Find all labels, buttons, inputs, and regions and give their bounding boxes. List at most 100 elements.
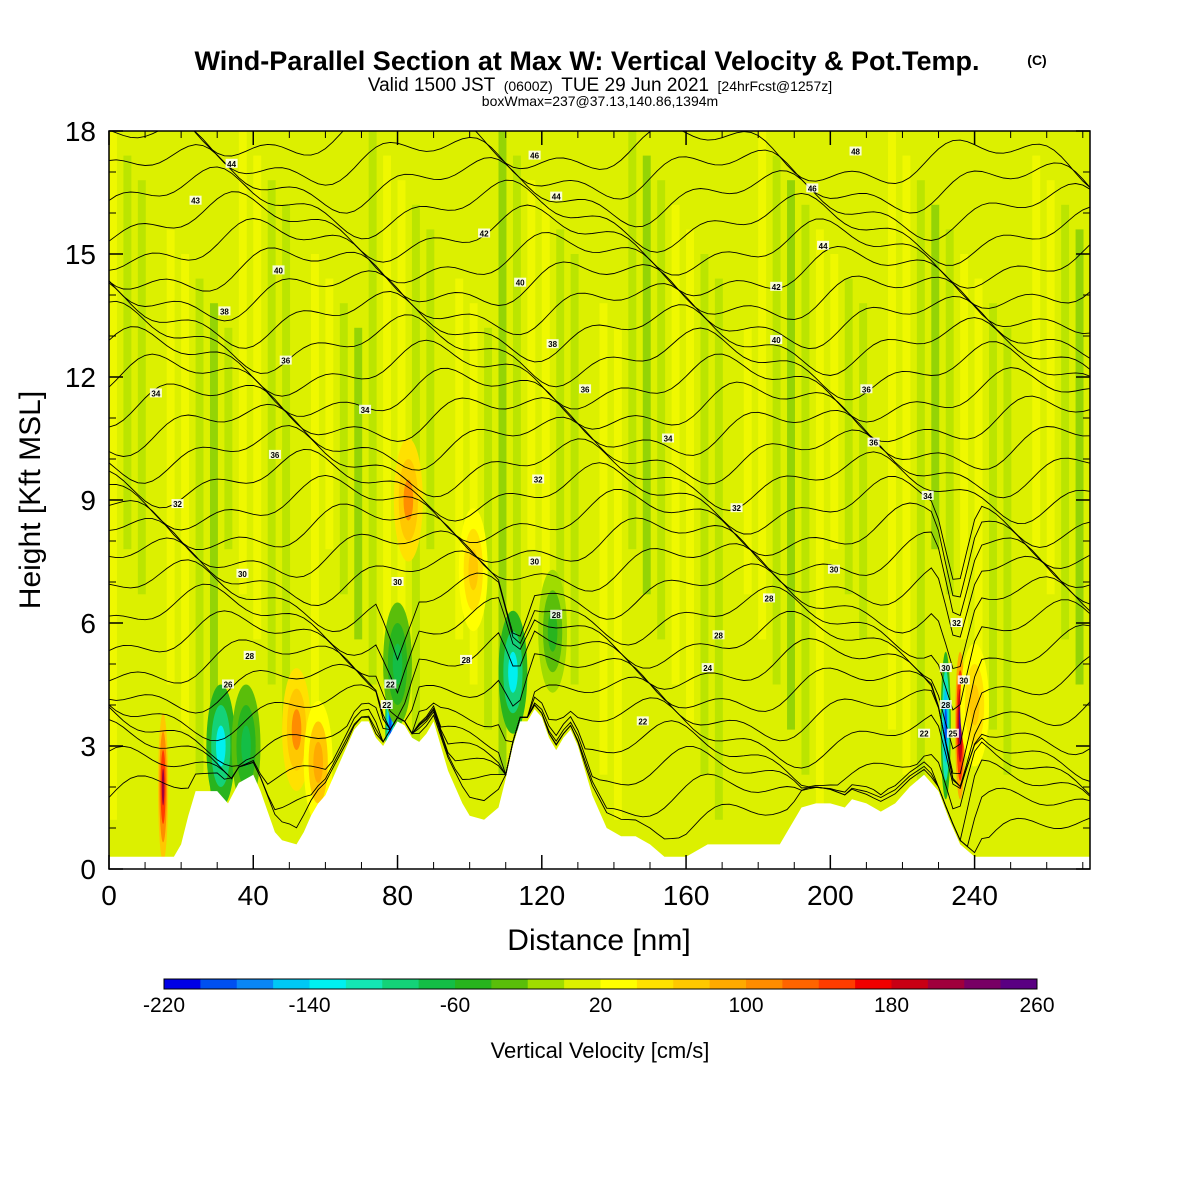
theta-contour (109, 500, 1090, 617)
theta-label: 32 (950, 618, 963, 628)
theta-label-bg (918, 728, 931, 738)
theta-label: 40 (514, 277, 527, 288)
y-tick-label: 3 (80, 731, 96, 762)
colorbar-swatch (891, 979, 929, 989)
theta-label-bg (218, 306, 231, 316)
theta-label: 22 (918, 728, 931, 739)
theta-label: 32 (532, 474, 545, 485)
velocity-streak (974, 278, 983, 685)
colorbar-tick-label: 180 (874, 994, 909, 1017)
colorbar-swatch (709, 979, 747, 989)
colorbar-swatch (236, 979, 274, 989)
theta-label-text: 48 (851, 148, 860, 157)
theta-label: 28 (243, 650, 256, 661)
theta-label-text: 22 (920, 730, 929, 739)
velocity-streak (873, 327, 882, 685)
theta-label: 36 (867, 437, 880, 448)
theta-label-bg (730, 503, 743, 513)
theta-label-text: 28 (714, 631, 723, 640)
theta-label-text: 46 (808, 184, 817, 193)
colorbar-tick-label: 100 (728, 994, 763, 1017)
theta-label-text: 30 (238, 570, 247, 579)
velocity-streak (1075, 229, 1084, 685)
theta-label-bg (636, 716, 649, 726)
theta-label-text: 32 (732, 504, 741, 513)
theta-label: 30 (939, 663, 952, 673)
theta-label-text: 30 (941, 664, 950, 673)
theta-label: 30 (528, 556, 541, 567)
colorbar-swatch (491, 979, 529, 989)
theta-label: 22 (636, 716, 649, 726)
velocity-streak (224, 327, 233, 550)
colorbar-swatch (200, 979, 238, 989)
theta-contour (109, 639, 1090, 788)
theta-label-text: 34 (923, 492, 932, 501)
y-tick-label: 9 (80, 485, 96, 516)
theta-label: 34 (921, 490, 934, 501)
velocity-streak (383, 155, 392, 730)
theta-label-text: 25 (948, 730, 957, 739)
theta-label-text: 36 (581, 385, 590, 394)
theta-label-bg (189, 195, 202, 205)
theta-contour (109, 663, 1090, 788)
velocity-streak (844, 278, 853, 595)
theta-label: 36 (860, 384, 873, 394)
theta-label-text: 28 (462, 656, 471, 665)
theta-label: 34 (359, 404, 372, 415)
x-tick-label: 120 (518, 880, 565, 911)
colorbar-swatch (673, 979, 711, 989)
theta-label-text: 28 (941, 701, 950, 710)
chart-subtitle: Valid 1500 JST (0600Z) TUE 29 Jun 2021 [… (368, 75, 832, 96)
colorbar-swatch (746, 979, 783, 989)
velocity-streak (758, 131, 767, 640)
theta-label-text: 32 (534, 476, 543, 485)
colorbar-tick-label: -60 (440, 994, 470, 1017)
theta-label-bg (528, 556, 541, 566)
colorbar-swatch (455, 979, 492, 989)
velocity-streak (498, 131, 507, 775)
theta-label-text: 36 (862, 385, 871, 394)
theta-label-text: 28 (245, 652, 254, 661)
valid-utc: (0600Z) (504, 78, 553, 94)
velocity-streak (916, 180, 925, 820)
theta-label-bg (770, 281, 783, 291)
theta-contour (109, 300, 1090, 401)
theta-label: 36 (268, 449, 281, 460)
colorbar-swatch (1000, 979, 1038, 989)
y-tick-label: 15 (65, 239, 96, 270)
velocity-streak (642, 155, 651, 595)
theta-label-bg (806, 183, 819, 193)
theta-label-text: 22 (386, 681, 395, 690)
colorbar: -220 -140 -60 20 100 180 260 (143, 978, 1055, 1017)
colorbar-swatch (782, 979, 820, 989)
velocity-streak (282, 204, 291, 730)
theta-label-bg (171, 499, 184, 509)
theta-label: 40 (272, 265, 285, 275)
velocity-streak (556, 229, 565, 640)
valid-time: Valid 1500 JST (368, 75, 496, 96)
theta-label: 22 (384, 679, 397, 690)
theta-contour (109, 166, 1090, 266)
theta-label: 38 (546, 339, 559, 349)
velocity-streak (339, 303, 348, 595)
theta-label-text: 44 (552, 193, 561, 202)
theta-label-bg (225, 158, 238, 168)
theta-label-bg (770, 335, 783, 345)
theta-contour-labels: 44 46 48 43 44 46 42 44 40 40 42 38 38 40 36 34 34 36 36 34… (149, 146, 970, 739)
velocity-feature (969, 684, 980, 726)
theta-label-bg (514, 277, 527, 287)
valid-date: TUE 29 Jun 2021 (561, 75, 709, 96)
theta-label-bg (236, 568, 249, 578)
theta-label: 26 (222, 679, 235, 690)
velocity-streak (238, 131, 247, 595)
theta-contour (109, 704, 1090, 848)
colorbar-swatch (527, 979, 565, 989)
theta-label-bg (701, 663, 714, 673)
theta-label: 36 (579, 384, 592, 394)
velocity-streak (166, 229, 175, 685)
theta-contour (109, 474, 1090, 598)
theta-contour (109, 684, 1090, 790)
velocity-streak (455, 278, 464, 640)
velocity-streak (585, 278, 594, 730)
theta-label-bg (391, 577, 404, 586)
